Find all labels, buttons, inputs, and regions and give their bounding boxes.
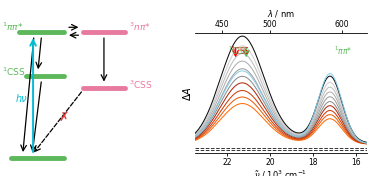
Text: $^3$nπ*: $^3$nπ*	[129, 20, 150, 33]
X-axis label: $\tilde{\nu}$ / 10$^3$ cm$^{-1}$: $\tilde{\nu}$ / 10$^3$ cm$^{-1}$	[254, 168, 307, 176]
X-axis label: $\lambda$ / nm: $\lambda$ / nm	[266, 8, 295, 19]
Text: hν: hν	[16, 94, 28, 103]
Text: ✗: ✗	[58, 111, 68, 124]
Text: $^3$CSS: $^3$CSS	[230, 45, 250, 57]
Text: $^3$CSS: $^3$CSS	[129, 78, 152, 91]
Text: $^1$ππ*: $^1$ππ*	[334, 45, 352, 57]
Text: $^1$ππ*: $^1$ππ*	[2, 20, 23, 33]
Y-axis label: $\Delta A$: $\Delta A$	[181, 86, 193, 101]
Text: $^1$CSS: $^1$CSS	[228, 45, 248, 57]
Text: $^1$CSS: $^1$CSS	[2, 66, 25, 78]
